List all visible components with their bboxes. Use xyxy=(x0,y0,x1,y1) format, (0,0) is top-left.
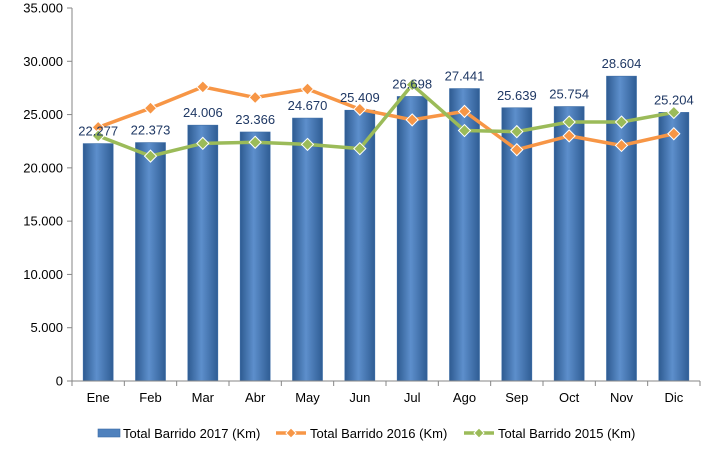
bar xyxy=(135,142,166,382)
x-tick-label: Feb xyxy=(139,390,161,405)
bar xyxy=(658,112,690,382)
y-tick-label: 10.000 xyxy=(23,267,63,282)
legend-marker xyxy=(473,427,485,439)
x-tick-label: Jul xyxy=(404,390,421,405)
series-point xyxy=(614,138,629,153)
bar-data-label: 25.204 xyxy=(654,92,694,107)
y-tick-label: 35.000 xyxy=(23,1,63,16)
bar xyxy=(292,117,323,382)
bar-data-label: 24.006 xyxy=(183,105,223,120)
series-point xyxy=(248,135,262,149)
x-tick-label: Sep xyxy=(505,390,528,405)
y-tick-label: 15.000 xyxy=(23,214,63,229)
x-axis: Ene Feb Mar Abr May Jun Jul Ago Sep Oct Nov Dic xyxy=(71,380,701,405)
bar-data-label: 25.409 xyxy=(340,90,380,105)
bar-data-label: 26.698 xyxy=(392,76,432,91)
bar-data-label: 24.670 xyxy=(288,98,328,113)
series-point xyxy=(196,136,210,151)
bar xyxy=(553,106,585,382)
legend-swatch xyxy=(97,428,121,438)
series-point xyxy=(457,104,472,119)
series-point xyxy=(300,137,315,152)
series-point xyxy=(562,115,576,129)
series-point xyxy=(353,141,367,156)
series-point xyxy=(300,82,315,96)
series-point xyxy=(405,113,419,127)
legend-label: Total Barrido 2015 (Km) xyxy=(498,426,635,441)
series-point xyxy=(91,129,105,143)
legend-label: Total Barrido 2017 (Km) xyxy=(123,426,260,441)
bar-data-label: 23.366 xyxy=(235,112,275,127)
bar xyxy=(396,96,428,382)
series-point xyxy=(562,129,576,143)
series-point xyxy=(457,123,472,138)
bar-data-label: 27.441 xyxy=(445,69,485,84)
bar-data-label: 28.604 xyxy=(602,56,642,71)
series-point xyxy=(614,115,629,129)
legend-marker xyxy=(285,427,297,439)
legend-label: Total Barrido 2016 (Km) xyxy=(310,426,447,441)
bar xyxy=(82,143,114,382)
x-tick-label: Ago xyxy=(453,390,476,405)
y-axis: 0 5.000 10.000 15.000 20.000 25.000 30.000 35.0… xyxy=(23,1,73,389)
series-point xyxy=(667,105,681,120)
series-point xyxy=(143,149,158,163)
y-tick-label: 0 xyxy=(56,374,63,389)
x-tick-label: Jun xyxy=(349,390,370,405)
series-point xyxy=(667,127,681,141)
series-point xyxy=(405,78,419,92)
series-point xyxy=(248,90,262,105)
bar-data-label: 22.277 xyxy=(78,124,118,139)
y-tick-label: 30.000 xyxy=(23,54,63,69)
y-tick-label: 5.000 xyxy=(30,320,63,335)
x-tick-label: Oct xyxy=(559,390,580,405)
bar xyxy=(187,124,219,382)
x-tick-label: Abr xyxy=(245,390,266,405)
bar xyxy=(239,131,271,382)
series-point xyxy=(510,143,524,157)
bar-data-label: 22.373 xyxy=(131,123,171,138)
legend: Total Barrido 2017 (Km) Total Barrido 201… xyxy=(97,426,635,441)
x-tick-label: Ene xyxy=(87,390,110,405)
x-tick-label: Dic xyxy=(664,390,683,405)
x-tick-label: May xyxy=(295,390,320,405)
x-tick-label: Nov xyxy=(610,390,634,405)
bar xyxy=(449,88,480,382)
y-tick-label: 20.000 xyxy=(23,160,63,175)
series-point xyxy=(510,124,524,139)
series-line xyxy=(96,82,676,158)
x-tick-label: Mar xyxy=(192,390,215,405)
line-series xyxy=(91,78,681,163)
series-point xyxy=(353,102,367,116)
series-point xyxy=(143,101,158,115)
series-point xyxy=(196,80,210,94)
y-tick-label: 25.000 xyxy=(23,107,63,122)
bar-data-labels: 22.277 22.373 24.006 23.366 24.670 25.409 26.6… xyxy=(78,56,693,138)
bar-data-label: 25.639 xyxy=(497,88,537,103)
bar-data-label: 25.754 xyxy=(549,87,589,102)
